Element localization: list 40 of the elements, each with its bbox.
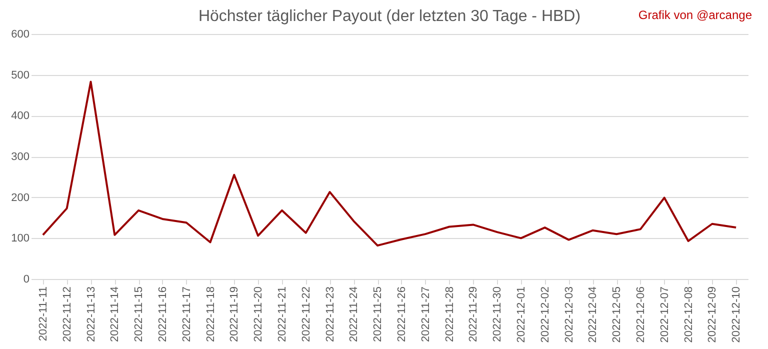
y-tick-label: 200 [11,192,30,204]
y-tick-label: 400 [11,110,30,122]
x-tick-label: 2022-11-17 [180,286,193,342]
chart-title: Höchster täglicher Payout (der letzten 30 Tage - HBD) [198,8,581,25]
x-tick-label: 2022-12-09 [706,286,719,343]
x-tick-label: 2022-11-24 [348,286,360,342]
x-tick-label: 2022-12-03 [563,286,576,343]
x-tick-label: 2022-11-22 [300,286,312,342]
x-tick-label: 2022-11-20 [252,286,265,342]
x-tick-label: 2022-11-13 [85,286,98,342]
x-tick-label: 2022-11-15 [133,286,146,342]
x-tick-label: 2022-12-04 [587,286,600,343]
x-tick-label: 2022-11-27 [420,286,432,342]
y-tick-label: 100 [11,232,30,245]
x-tick-label: 2022-11-14 [109,286,122,342]
x-tick-label: 2022-11-25 [372,286,384,342]
x-tick-label: 2022-11-19 [228,286,241,342]
x-tick-label: 2022-11-16 [156,286,169,342]
x-tick-label: 2022-11-23 [324,286,336,342]
x-tick-label: 2022-12-07 [658,286,671,343]
x-tick-label: 2022-11-28 [444,286,456,342]
x-tick-label: 2022-12-08 [682,286,695,343]
x-tick-label: 2022-11-21 [276,286,288,342]
x-tick-label: 2022-11-18 [204,286,217,342]
x-tick-label: 2022-12-05 [611,286,624,343]
y-tick-label: 500 [11,69,30,82]
y-tick-label: 300 [11,151,30,163]
x-tick-label: 2022-12-06 [634,286,647,343]
x-tick-label: 2022-11-30 [492,286,504,342]
x-tick-label: 2022-11-29 [468,286,480,342]
x-tick-label: 2022-12-01 [515,286,528,343]
text: Grafik von @arcange [638,8,752,22]
line-series [42,80,738,247]
x-tick-label: 2022-11-26 [396,286,408,342]
x-tick-label: 2022-11-12 [61,286,74,342]
y-tick-label: 0 [23,274,30,286]
y-tick-label: 600 [11,28,30,40]
x-tick-label: 2022-12-02 [539,286,552,343]
x-tick-label: 2022-11-11 [37,286,50,342]
x-tick-label: 2022-12-10 [730,286,743,343]
